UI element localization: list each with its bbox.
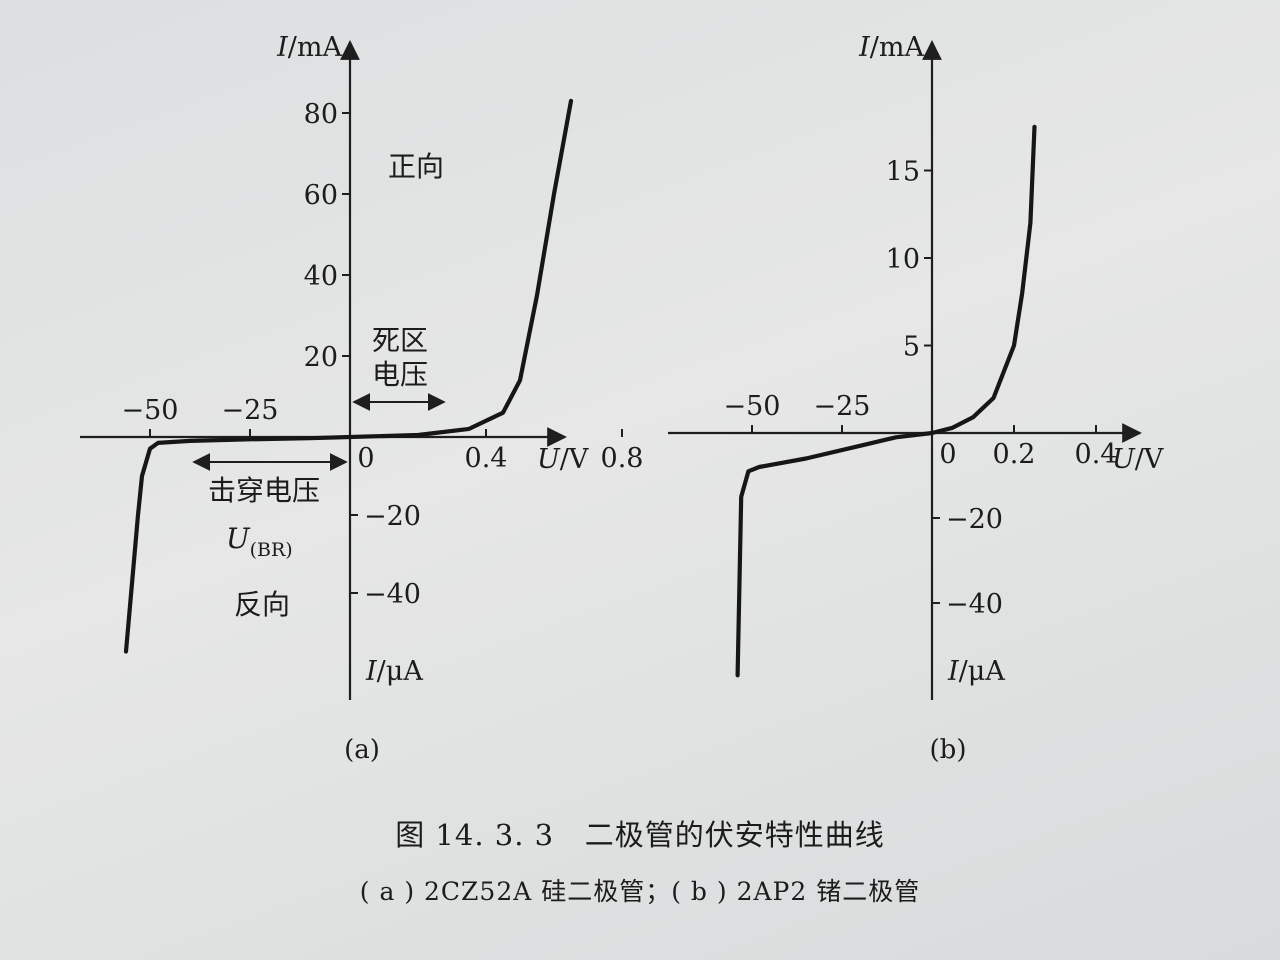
panel-label: (a) [344, 735, 380, 765]
iv-curve [123, 98, 574, 654]
y-tick-label: 15 [886, 157, 920, 188]
annotation-breakdown: 击穿电压 [208, 474, 320, 507]
panel-a-silicon-diode-chart: I/mA I/μA U/V 0 0.4 0.8 −50 −25 20 40 60 80 −20 −40 (a… [80, 32, 643, 765]
y-tick-label: −20 [946, 504, 1003, 535]
x-tick-label: 0.4 [465, 443, 508, 474]
x-tick-label: 0.2 [993, 439, 1036, 470]
annotation-reverse: 反向 [234, 588, 290, 621]
annotation-dead-zone-line2: 电压 [372, 358, 428, 391]
panel-label: (b) [930, 735, 967, 765]
x-tick-label: 0 [357, 443, 374, 474]
annotation-forward: 正向 [388, 150, 444, 183]
annotation-dead-zone-line1: 死区 [372, 324, 428, 357]
x-tick-label: −25 [814, 391, 871, 422]
y-tick-label: 60 [304, 180, 338, 211]
y-tick-label: −40 [946, 589, 1003, 620]
y-tick-label: 80 [304, 99, 338, 130]
x-tick-label: −25 [222, 395, 279, 426]
x-tick-label: −50 [724, 391, 781, 422]
x-tick-label: 0.4 [1075, 439, 1118, 470]
x-axis-label: U/V [537, 444, 589, 475]
y-axis-label-positive: I/mA [858, 32, 924, 63]
y-tick-label: 20 [304, 342, 338, 373]
y-tick-label: −20 [364, 501, 421, 532]
x-tick-label: 0 [939, 439, 956, 470]
y-tick-label: 10 [886, 244, 920, 275]
panel-b-germanium-diode-chart: I/mA I/μA U/V 0 0.2 0.4 −50 −25 5 10 15 −20 −40 (b) [668, 32, 1164, 765]
y-axis-label-negative: I/μA [947, 656, 1005, 687]
y-axis-label-positive: I/mA [276, 32, 342, 63]
y-tick-label: 5 [903, 332, 920, 363]
x-axis-label: U/V [1112, 444, 1164, 475]
y-axis-label-negative: I/μA [365, 656, 423, 687]
annotation-breakdown-symbol: U(BR) [226, 522, 293, 561]
x-tick-label: −50 [122, 395, 179, 426]
y-tick-label: 40 [304, 261, 338, 292]
figure-caption-subtitle: ( a ) 2CZ52A 硅二极管；( b ) 2AP2 锗二极管 [359, 877, 921, 906]
y-tick-label: −40 [364, 579, 421, 610]
x-tick-label: 0.8 [601, 443, 644, 474]
iv-curve [735, 124, 1037, 678]
figure-caption-title: 图 14. 3. 3 二极管的伏安特性曲线 [395, 818, 885, 852]
